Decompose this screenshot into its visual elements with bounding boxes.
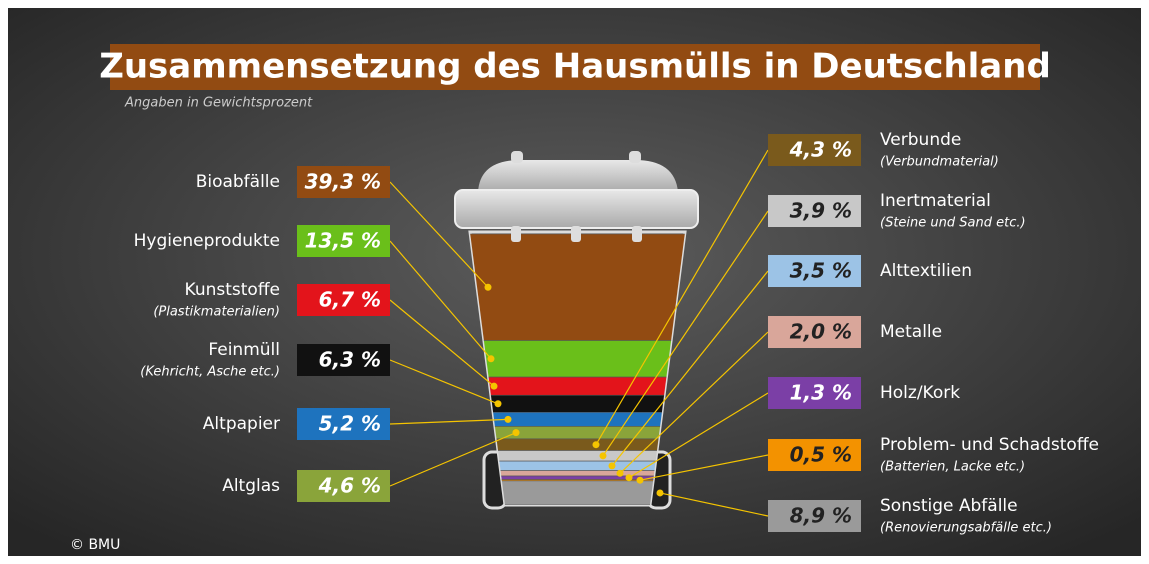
category-label: Metalle [880, 322, 942, 342]
category-label: Altpapier [203, 414, 280, 434]
value-label: 2,0 % [790, 320, 852, 344]
category-sublabel: (Renovierungsabfälle etc.) [880, 521, 1052, 536]
leader-line [389, 432, 517, 487]
value-label: 6,7 % [319, 288, 381, 312]
leader-dot [656, 489, 664, 497]
category-label: Inertmaterial [880, 191, 991, 211]
category-label: Sonstige Abfälle [880, 496, 1018, 516]
leader-dot [636, 476, 644, 484]
leader-line [389, 299, 495, 387]
source: © BMU [70, 537, 120, 553]
value-box [297, 408, 390, 440]
category-sublabel: (Steine und Sand etc.) [880, 216, 1026, 231]
value-label: 0,5 % [790, 443, 852, 467]
leader-line [611, 270, 769, 467]
category-sublabel: (Batterien, Lacke etc.) [880, 460, 1025, 475]
category-label: Feinmüll [208, 340, 280, 360]
notch [571, 226, 581, 242]
bin-segment [470, 480, 685, 505]
category-sublabel: (Plastikmaterialien) [153, 305, 280, 320]
leader-dot [608, 462, 616, 470]
leader-dot [484, 283, 492, 291]
notch [632, 226, 642, 242]
category-label: Alttextilien [880, 261, 972, 281]
leader-dot [592, 441, 600, 449]
category-sublabel: (Verbundmaterial) [880, 155, 999, 170]
bin-segment [470, 233, 685, 341]
value-label: 4,6 % [318, 474, 381, 498]
category-label: Holz/Kork [880, 383, 960, 403]
notch [511, 226, 521, 242]
value-label: 8,9 % [790, 504, 852, 528]
leader-dot [599, 452, 607, 460]
leader-line [602, 210, 769, 457]
dots [484, 283, 664, 497]
subtitle: Angaben in Gewichtsprozent [124, 96, 313, 111]
leader-line [389, 240, 492, 360]
title-box [110, 44, 1040, 90]
category-label: Kunststoffe [185, 280, 280, 300]
leaders [389, 149, 769, 517]
leader-line [389, 181, 489, 288]
leader-line [619, 331, 769, 474]
value-label: 13,5 % [305, 229, 381, 253]
lid [454, 189, 699, 229]
category-sublabel: (Kehricht, Asche etc.) [140, 365, 280, 380]
leader-line [595, 149, 769, 446]
value-label: 6,3 % [319, 348, 381, 372]
handle [511, 151, 523, 163]
leader-dot [512, 429, 520, 437]
bin [454, 151, 699, 510]
leader-dot [494, 400, 502, 408]
value-label: 5,2 % [319, 412, 381, 436]
value-box [768, 255, 861, 287]
category-label: Problem- und Schadstoffe [880, 435, 1099, 455]
handle [629, 151, 641, 163]
bin-contents [470, 233, 685, 505]
value-label: 39,3 % [305, 170, 381, 194]
value-label: 3,9 % [790, 199, 852, 223]
category-label: Hygieneprodukte [134, 231, 280, 251]
title: Zusammensetzung des Hausmülls in Deutsch… [99, 47, 1051, 87]
value-box [768, 134, 861, 166]
category-label: Bioabfälle [196, 172, 280, 192]
leader-dot [625, 474, 633, 482]
value-box [297, 470, 390, 502]
leader-line [389, 359, 499, 405]
leader-line [389, 418, 509, 425]
bin-segment [470, 340, 685, 378]
leader-dot [490, 382, 498, 390]
leader-dot [487, 355, 495, 363]
value-box [768, 500, 861, 532]
leader-dot [616, 469, 624, 477]
value-label: 1,3 % [790, 381, 852, 405]
leader-line [639, 454, 769, 481]
value-box [297, 166, 390, 198]
value-label: 4,3 % [789, 138, 852, 162]
leader-line [659, 492, 769, 517]
lid-dome [478, 160, 678, 192]
value-box [768, 377, 861, 409]
value-box [768, 195, 861, 227]
leader-dot [504, 415, 512, 423]
category-label: Altglas [222, 476, 280, 496]
value-box [768, 316, 861, 348]
category-label: Verbunde [880, 130, 961, 150]
value-box [297, 225, 390, 257]
value-box [297, 344, 390, 376]
value-box [768, 439, 861, 471]
value-box [297, 284, 390, 316]
value-label: 3,5 % [790, 259, 852, 283]
leader-line [628, 392, 769, 479]
